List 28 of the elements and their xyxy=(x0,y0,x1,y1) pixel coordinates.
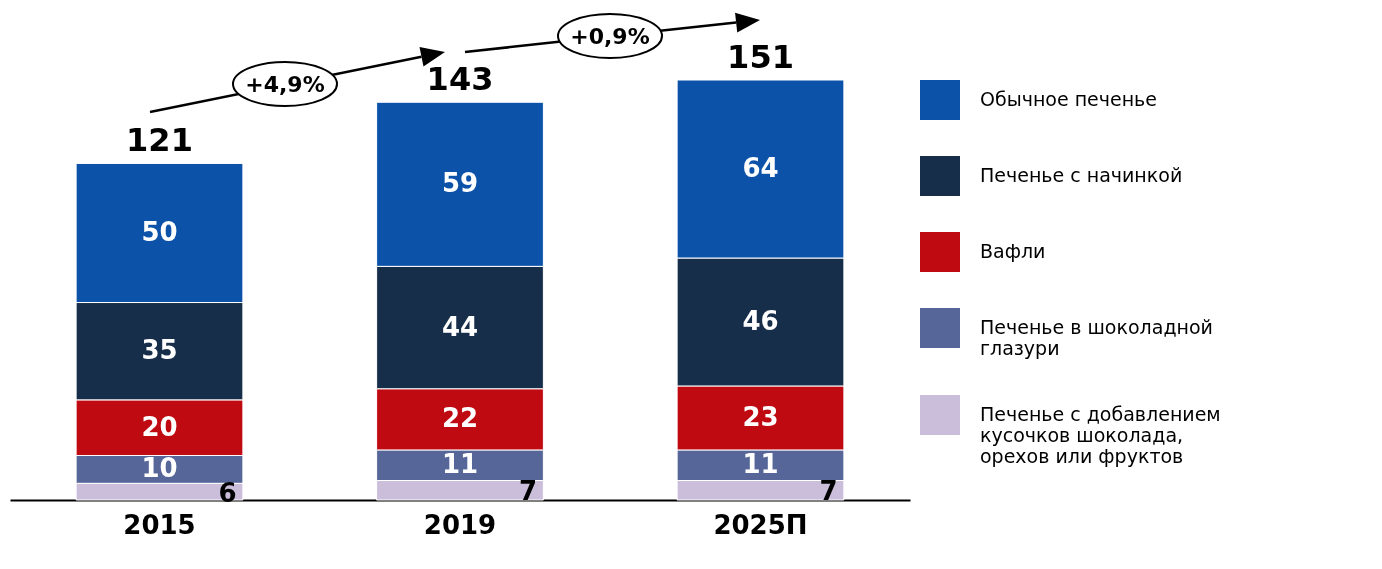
data-label: 7 xyxy=(819,476,838,507)
total-label: 121 xyxy=(126,121,193,160)
data-label: 7 xyxy=(518,476,538,507)
data-label: 59 xyxy=(441,168,479,199)
data-label: 44 xyxy=(441,311,479,342)
legend-label: Печенье с добавлением кусочков шоколада, орехов или фруктов xyxy=(980,403,1221,467)
data-label: 22 xyxy=(441,403,479,434)
legend-label: Обычное печенье xyxy=(980,88,1158,110)
total-label: 143 xyxy=(426,60,494,99)
data-label: 23 xyxy=(742,401,779,432)
data-label: 10 xyxy=(141,453,178,484)
x-tick-label: 2015 xyxy=(123,509,196,540)
data-label: 50 xyxy=(141,216,178,247)
data-label: 11 xyxy=(441,449,479,480)
total-label: 151 xyxy=(727,38,794,76)
legend-label: Печенье в шоколадной глазури xyxy=(980,316,1213,359)
legend-label: Вафли xyxy=(980,240,1046,262)
annotation: +4,9% xyxy=(245,72,325,97)
data-label: 20 xyxy=(141,411,178,442)
x-tick-label: 2019 xyxy=(423,509,497,540)
legend-label: Печенье с начинкой xyxy=(980,164,1183,186)
x-tick-label: 2025П xyxy=(713,509,808,540)
data-label: 64 xyxy=(742,153,779,184)
data-label: 46 xyxy=(742,305,779,336)
data-label: 35 xyxy=(141,335,178,366)
data-label: 11 xyxy=(742,449,779,480)
data-label: 6 xyxy=(218,477,237,508)
text: +0,9% xyxy=(570,24,650,49)
